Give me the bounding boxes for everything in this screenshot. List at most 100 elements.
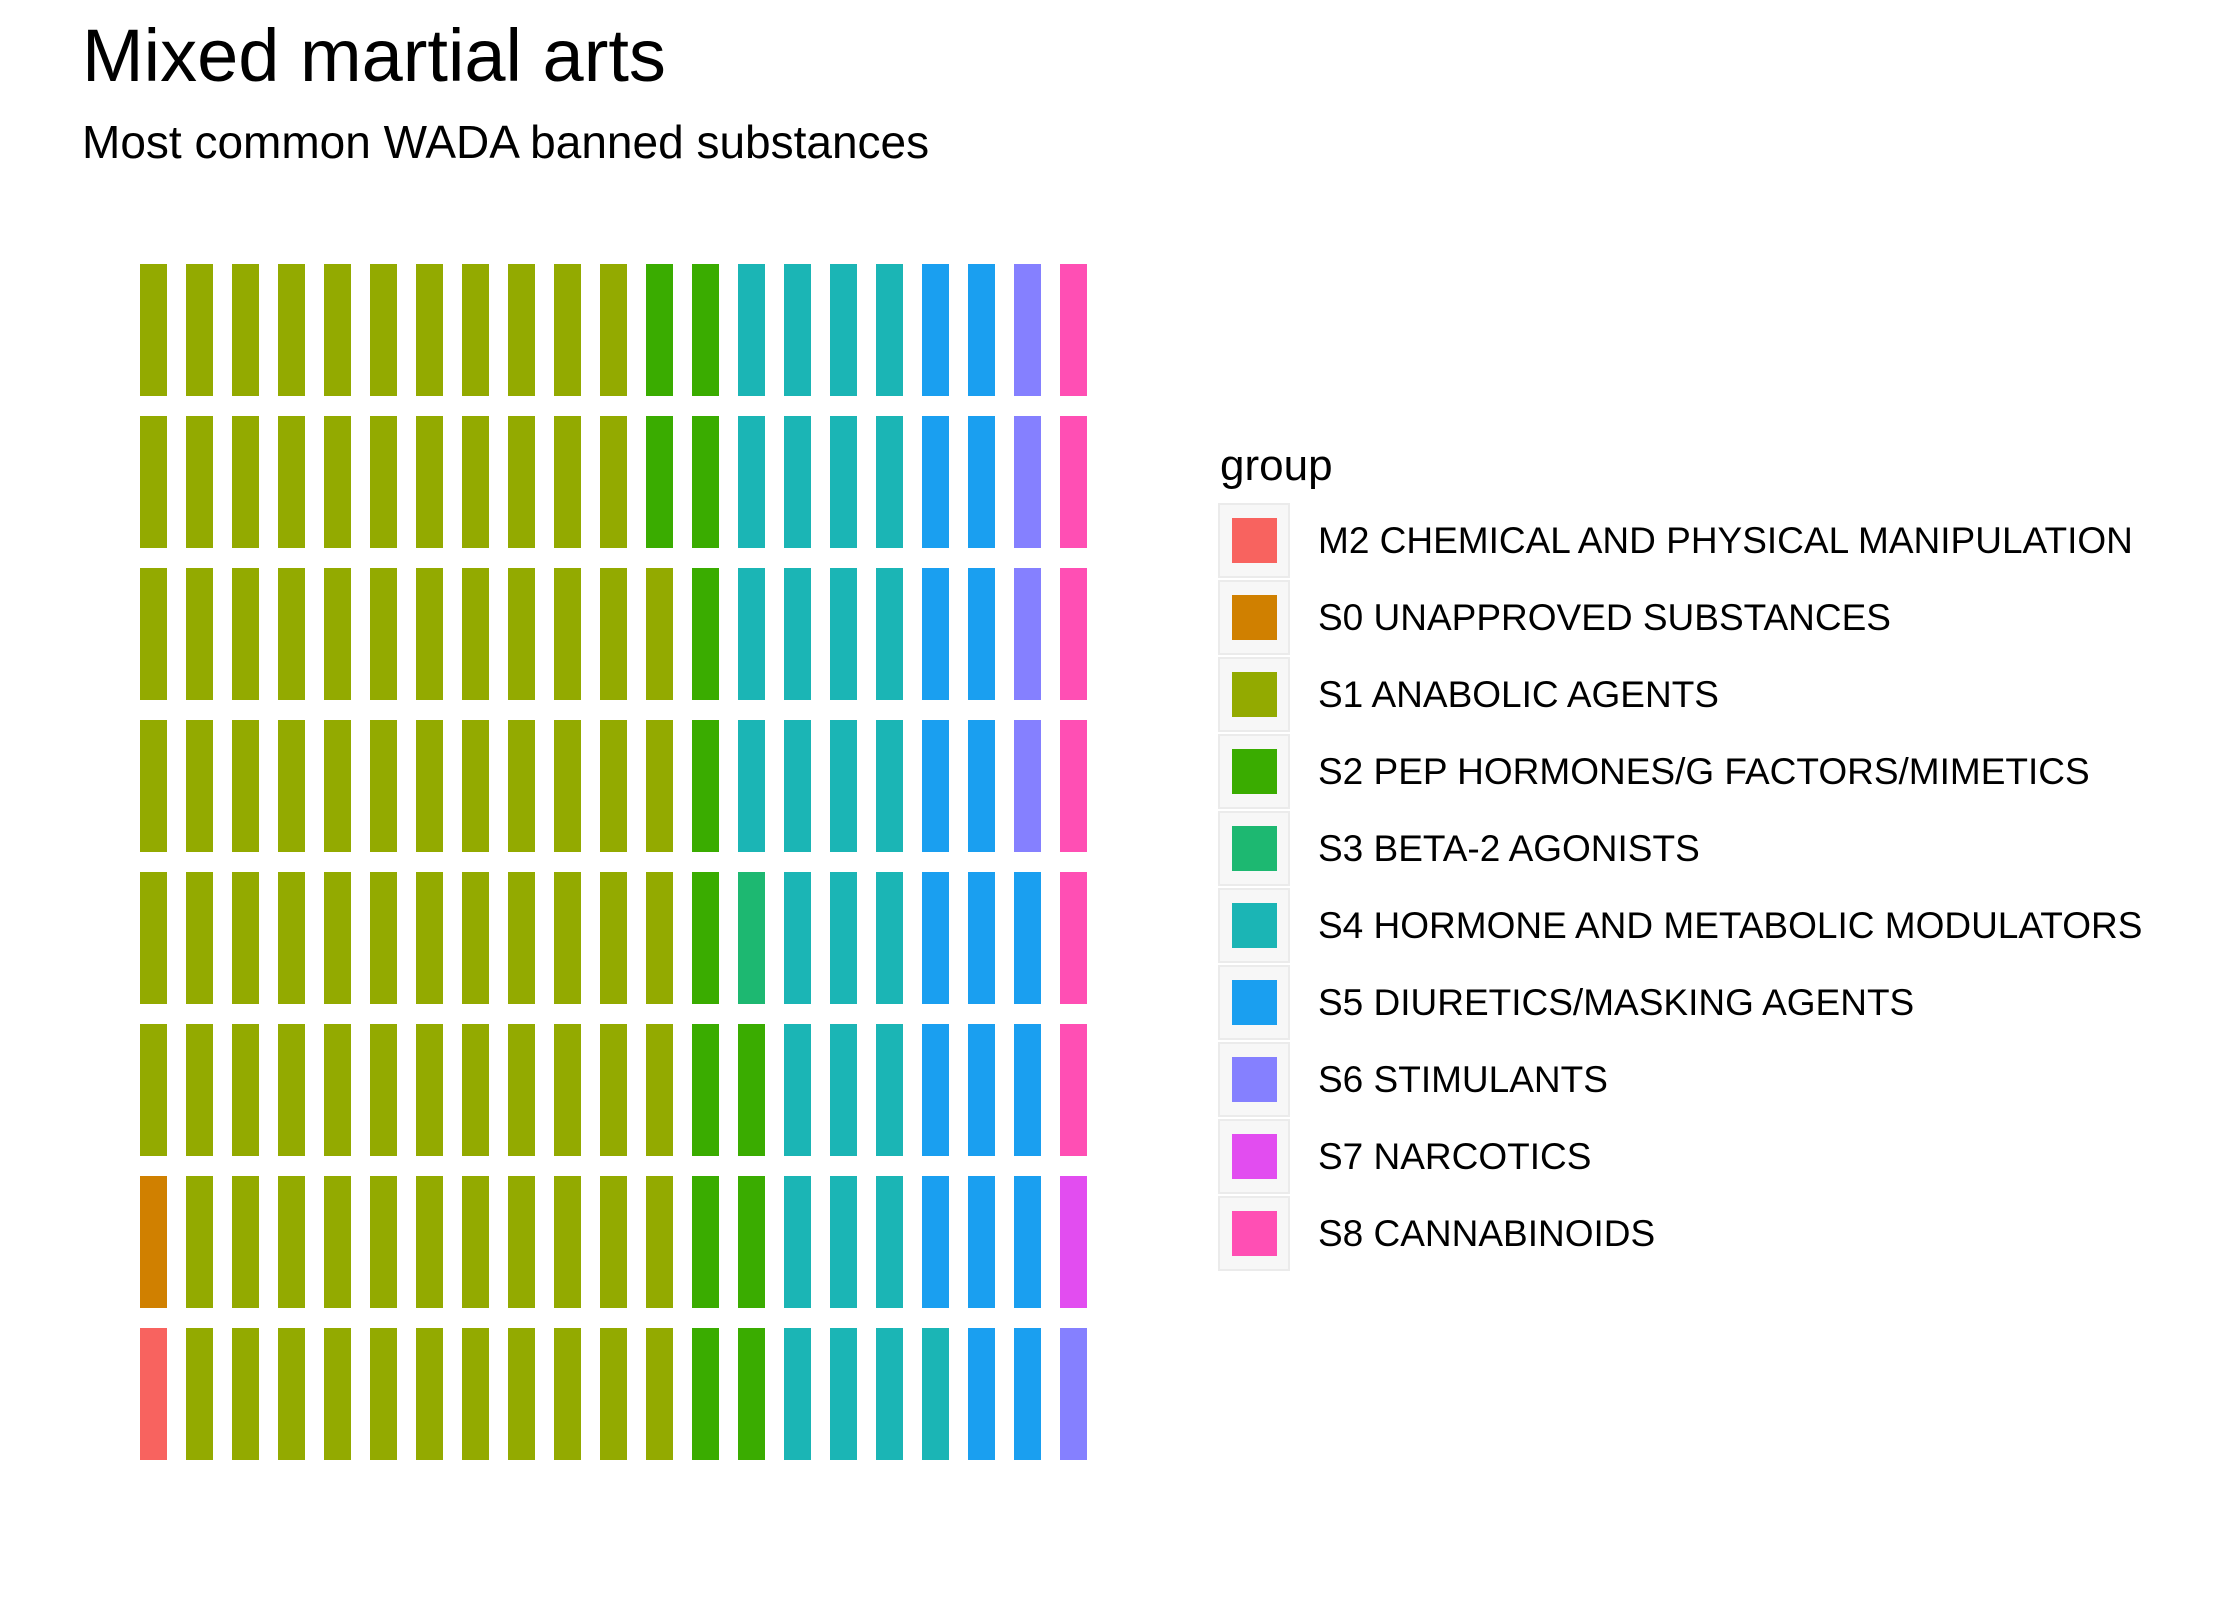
waffle-cell	[508, 1176, 535, 1308]
legend-item: S1 ANABOLIC AGENTS	[1218, 656, 2142, 733]
waffle-cell	[324, 264, 351, 396]
waffle-cell	[968, 720, 995, 852]
waffle-cell	[876, 720, 903, 852]
waffle-cell	[922, 1328, 949, 1460]
waffle-cell	[1014, 1024, 1041, 1156]
waffle-cell	[692, 1024, 719, 1156]
legend-key	[1218, 1118, 1290, 1194]
waffle-cell	[738, 872, 765, 1004]
waffle-cell	[876, 416, 903, 548]
waffle-cell	[140, 1176, 167, 1308]
waffle-cell	[462, 1328, 489, 1460]
legend-key	[1218, 733, 1290, 809]
legend-item: S8 CANNABINOIDS	[1218, 1195, 2142, 1272]
waffle-cell	[324, 416, 351, 548]
waffle-cell	[646, 1328, 673, 1460]
waffle-cell	[646, 568, 673, 700]
waffle-cell	[324, 1328, 351, 1460]
waffle-cell	[646, 872, 673, 1004]
waffle-cell	[278, 720, 305, 852]
waffle-cell	[1060, 416, 1087, 548]
legend-swatch	[1231, 1210, 1277, 1256]
waffle-cell	[462, 416, 489, 548]
waffle-cell	[554, 720, 581, 852]
waffle-cell	[830, 416, 857, 548]
waffle-cell	[508, 1328, 535, 1460]
legend-title: group	[1220, 441, 1333, 490]
waffle-cell	[876, 1176, 903, 1308]
legend-swatch	[1231, 1133, 1277, 1179]
waffle-cell	[738, 1024, 765, 1156]
waffle-cell	[140, 872, 167, 1004]
waffle-cell	[876, 872, 903, 1004]
waffle-cell	[922, 1024, 949, 1156]
waffle-cell	[876, 1024, 903, 1156]
waffle-cell	[508, 264, 535, 396]
waffle-cell	[968, 1176, 995, 1308]
legend-swatch	[1231, 517, 1277, 563]
waffle-cell	[738, 416, 765, 548]
waffle-cell	[370, 872, 397, 1004]
waffle-cell	[324, 720, 351, 852]
waffle-cell	[600, 1024, 627, 1156]
chart-title: Mixed martial arts	[82, 14, 666, 97]
waffle-cell	[554, 1024, 581, 1156]
waffle-cell	[324, 1024, 351, 1156]
waffle-cell	[416, 720, 443, 852]
waffle-cell	[784, 264, 811, 396]
waffle-cell	[830, 568, 857, 700]
waffle-cell	[600, 264, 627, 396]
waffle-cell	[600, 872, 627, 1004]
waffle-cell	[416, 416, 443, 548]
waffle-cell	[646, 416, 673, 548]
waffle-cell	[186, 264, 213, 396]
waffle-cell	[876, 1328, 903, 1460]
waffle-cell	[278, 872, 305, 1004]
waffle-cell	[1014, 1176, 1041, 1308]
waffle-cell	[324, 568, 351, 700]
waffle-cell	[876, 264, 903, 396]
waffle-cell	[232, 720, 259, 852]
legend-label: S8 CANNABINOIDS	[1318, 1212, 1656, 1254]
waffle-cell	[462, 568, 489, 700]
waffle-cell	[554, 1176, 581, 1308]
waffle-cell	[922, 720, 949, 852]
waffle-cell	[416, 568, 443, 700]
legend-label: S0 UNAPPROVED SUBSTANCES	[1318, 596, 1891, 638]
waffle-cell	[186, 1024, 213, 1156]
waffle-cell	[232, 568, 259, 700]
waffle-cell	[1060, 872, 1087, 1004]
waffle-cell	[554, 568, 581, 700]
waffle-cell	[692, 1328, 719, 1460]
legend-label: M2 CHEMICAL AND PHYSICAL MANIPULATION	[1318, 519, 2133, 561]
waffle-cell	[922, 264, 949, 396]
legend-swatch	[1231, 979, 1277, 1025]
waffle-cell	[830, 264, 857, 396]
legend-swatch	[1231, 825, 1277, 871]
waffle-cell	[186, 568, 213, 700]
waffle-cell	[1014, 1328, 1041, 1460]
waffle-cell	[1014, 720, 1041, 852]
legend-swatch	[1231, 594, 1277, 640]
waffle-cell	[922, 872, 949, 1004]
waffle-cell	[554, 1328, 581, 1460]
legend-item: M2 CHEMICAL AND PHYSICAL MANIPULATION	[1218, 502, 2142, 579]
waffle-cell	[784, 1024, 811, 1156]
waffle-cell	[784, 720, 811, 852]
waffle-cell	[140, 264, 167, 396]
waffle-cell	[370, 1024, 397, 1156]
waffle-cell	[784, 872, 811, 1004]
waffle-cell	[370, 1328, 397, 1460]
waffle-cell	[646, 264, 673, 396]
legend-key	[1218, 964, 1290, 1040]
waffle-cell	[830, 1024, 857, 1156]
waffle-cell	[140, 1024, 167, 1156]
chart-subtitle: Most common WADA banned substances	[82, 116, 930, 168]
waffle-cell	[508, 1024, 535, 1156]
waffle-cell	[1060, 1176, 1087, 1308]
legend-item: S7 NARCOTICS	[1218, 1118, 2142, 1195]
waffle-cell	[324, 1176, 351, 1308]
waffle-cell	[186, 1328, 213, 1460]
waffle-cell	[416, 1176, 443, 1308]
waffle-cell	[186, 720, 213, 852]
